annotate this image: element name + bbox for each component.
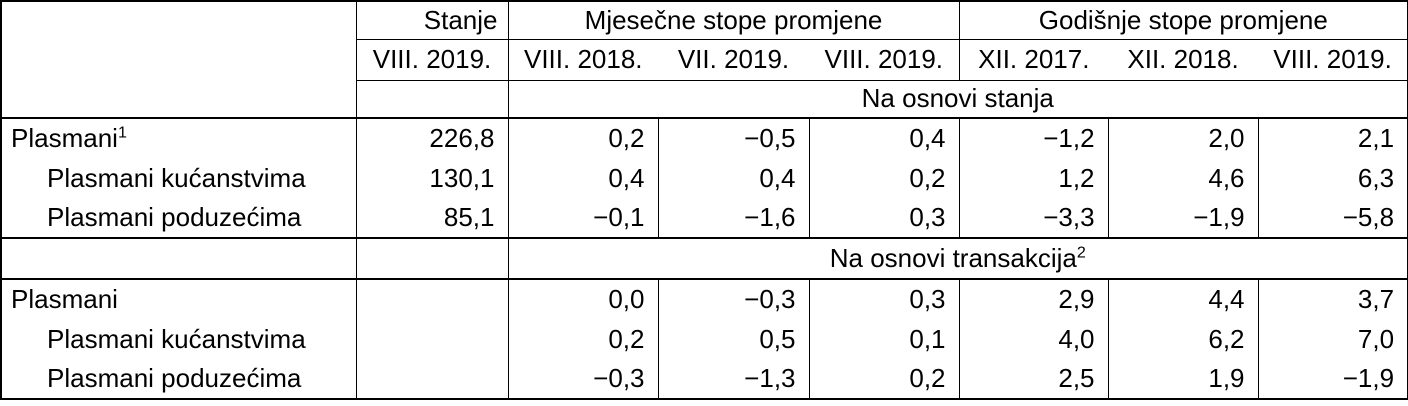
group-header-monthly-rates: Mjesečne stope promjene — [508, 1, 960, 40]
column-header-monthly-2: VII. 2019. — [658, 39, 809, 81]
section-title-stocks: Na osnovi stanja — [508, 80, 1408, 119]
cell-value: 1,2 — [959, 158, 1109, 198]
cell-value: 4,6 — [1108, 158, 1259, 198]
row-label-spacer — [1, 238, 357, 280]
cell-stanje — [356, 359, 509, 399]
cell-value: 0,4 — [658, 158, 810, 198]
row-label-plasmani: Plasmani — [1, 279, 357, 319]
cell-value: 0,5 — [658, 319, 810, 359]
table-row: Plasmani poduzećima −0,3 −1,3 0,2 2,5 1,… — [1, 359, 1408, 399]
cell-value: −0,1 — [508, 198, 659, 239]
stanje-column-spacer — [356, 238, 509, 280]
cell-value: −3,3 — [959, 198, 1109, 239]
cell-value: −1,9 — [1108, 198, 1259, 239]
column-header-annual-3: VIII. 2019. — [1258, 39, 1408, 81]
row-label-plasmani-poduzecima: Plasmani poduzećima — [1, 198, 357, 239]
row-label-plasmani-poduzecima: Plasmani poduzećima — [1, 359, 357, 399]
row-label-text: Plasmani — [11, 284, 118, 314]
table-row: Plasmani kućanstvima 0,2 0,5 0,1 4,0 6,2… — [1, 319, 1408, 359]
cell-value: 0,1 — [809, 319, 960, 359]
table-row: Plasmani poduzećima 85,1 −0,1 −1,6 0,3 −… — [1, 198, 1408, 239]
row-label-plasmani: Plasmani1 — [1, 118, 357, 158]
cell-stanje — [356, 279, 509, 319]
row-label-superscript: 1 — [117, 123, 127, 142]
cell-value: 2,9 — [959, 279, 1109, 319]
header-row-label-spacer — [1, 1, 357, 119]
column-header-annual-1: XII. 2017. — [959, 39, 1109, 81]
section-title-stocks-text: Na osnovi stanja — [861, 83, 1054, 114]
row-label-plasmani-kucanstvima: Plasmani kućanstvima — [1, 158, 357, 198]
cell-value: 0,3 — [809, 198, 960, 239]
cell-value: 0,2 — [508, 118, 659, 158]
cell-value: 6,2 — [1108, 319, 1259, 359]
column-header-stanje-date: VIII. 2019. — [356, 39, 509, 81]
cell-value: 1,9 — [1108, 359, 1259, 399]
cell-stanje — [356, 319, 509, 359]
cell-value: −0,3 — [508, 359, 659, 399]
cell-value: 0,3 — [809, 279, 960, 319]
cell-value: 2,5 — [959, 359, 1109, 399]
row-label-text: Plasmani poduzećima — [47, 202, 302, 232]
cell-value: 7,0 — [1357, 323, 1395, 354]
cell-value: −1,9 — [1342, 363, 1395, 393]
cell-stanje: 130,1 — [356, 158, 509, 198]
table-row: Plasmani 0,0 −0,3 0,3 2,9 4,4 3,7 — [1, 279, 1408, 319]
table-row: Plasmani kućanstvima 130,1 0,4 0,4 0,2 1… — [1, 158, 1408, 198]
cell-value: 4,4 — [1108, 279, 1259, 319]
group-header-annual-rates: Godišnje stope promjene — [959, 1, 1408, 40]
column-header-monthly-1: VIII. 2018. — [508, 39, 658, 81]
cell-value: 0,2 — [508, 319, 659, 359]
section-title-transactions-text: Na osnovi transakcija — [829, 243, 1077, 273]
cell-value: −1,2 — [959, 118, 1109, 158]
cell-value: 4,0 — [959, 319, 1109, 359]
cell-value: 2,0 — [1108, 118, 1259, 158]
cell-stanje: 85,1 — [356, 198, 509, 239]
cell-value: 0,2 — [809, 158, 960, 198]
row-label-plasmani-kucanstvima: Plasmani kućanstvima — [1, 319, 357, 359]
column-header-monthly-3: VIII. 2019. — [809, 39, 960, 81]
row-label-text: Plasmani kućanstvima — [47, 162, 306, 193]
column-header-annual-2: XII. 2018. — [1108, 39, 1259, 81]
column-header-stanje: Stanje — [356, 1, 509, 40]
cell-value: −5,8 — [1258, 198, 1408, 239]
cell-value: 0,4 — [508, 158, 659, 198]
cell-value: 0,2 — [809, 359, 960, 399]
cell-value: 2,1 — [1357, 123, 1395, 153]
cell-value: −1,6 — [658, 198, 810, 239]
cell-value: 0,0 — [508, 279, 659, 319]
stanje-column-spacer — [356, 80, 509, 119]
cell-value: −0,3 — [658, 279, 810, 319]
row-label-text: Plasmani kućanstvima — [47, 323, 306, 354]
cell-value: 6,3 — [1357, 162, 1395, 193]
row-label-text: Plasmani — [11, 123, 118, 153]
cell-value: 3,7 — [1357, 284, 1395, 314]
cell-value: −0,5 — [658, 118, 810, 158]
row-label-text: Plasmani poduzećima — [47, 363, 302, 393]
cell-value: −1,3 — [658, 359, 810, 399]
cell-value: 0,4 — [809, 118, 960, 158]
cell-stanje: 226,8 — [356, 118, 509, 158]
section-title-transactions-superscript: 2 — [1076, 243, 1086, 262]
section-title-transactions: Na osnovi transakcija2 — [508, 238, 1408, 280]
table-row: Plasmani1 226,8 0,2 −0,5 0,4 −1,2 2,0 2,… — [1, 118, 1408, 158]
